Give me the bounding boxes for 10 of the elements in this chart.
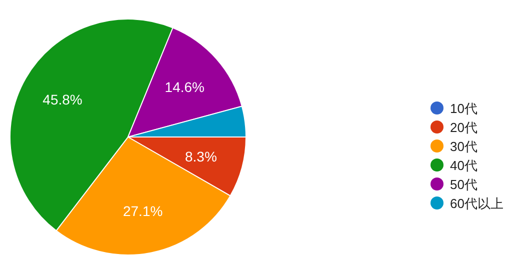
data-label: 45.8% [42, 91, 82, 108]
data-label: 8.3% [185, 148, 217, 164]
legend-label: 60代以上 [450, 196, 504, 211]
legend-label: 20代 [450, 120, 478, 135]
legend-label: 10代 [450, 101, 478, 116]
legend-label: 30代 [450, 139, 478, 154]
legend-label: 50代 [450, 177, 478, 192]
data-label: 27.1% [123, 203, 163, 220]
legend-label: 40代 [450, 158, 478, 173]
data-label: 14.6% [164, 79, 204, 96]
